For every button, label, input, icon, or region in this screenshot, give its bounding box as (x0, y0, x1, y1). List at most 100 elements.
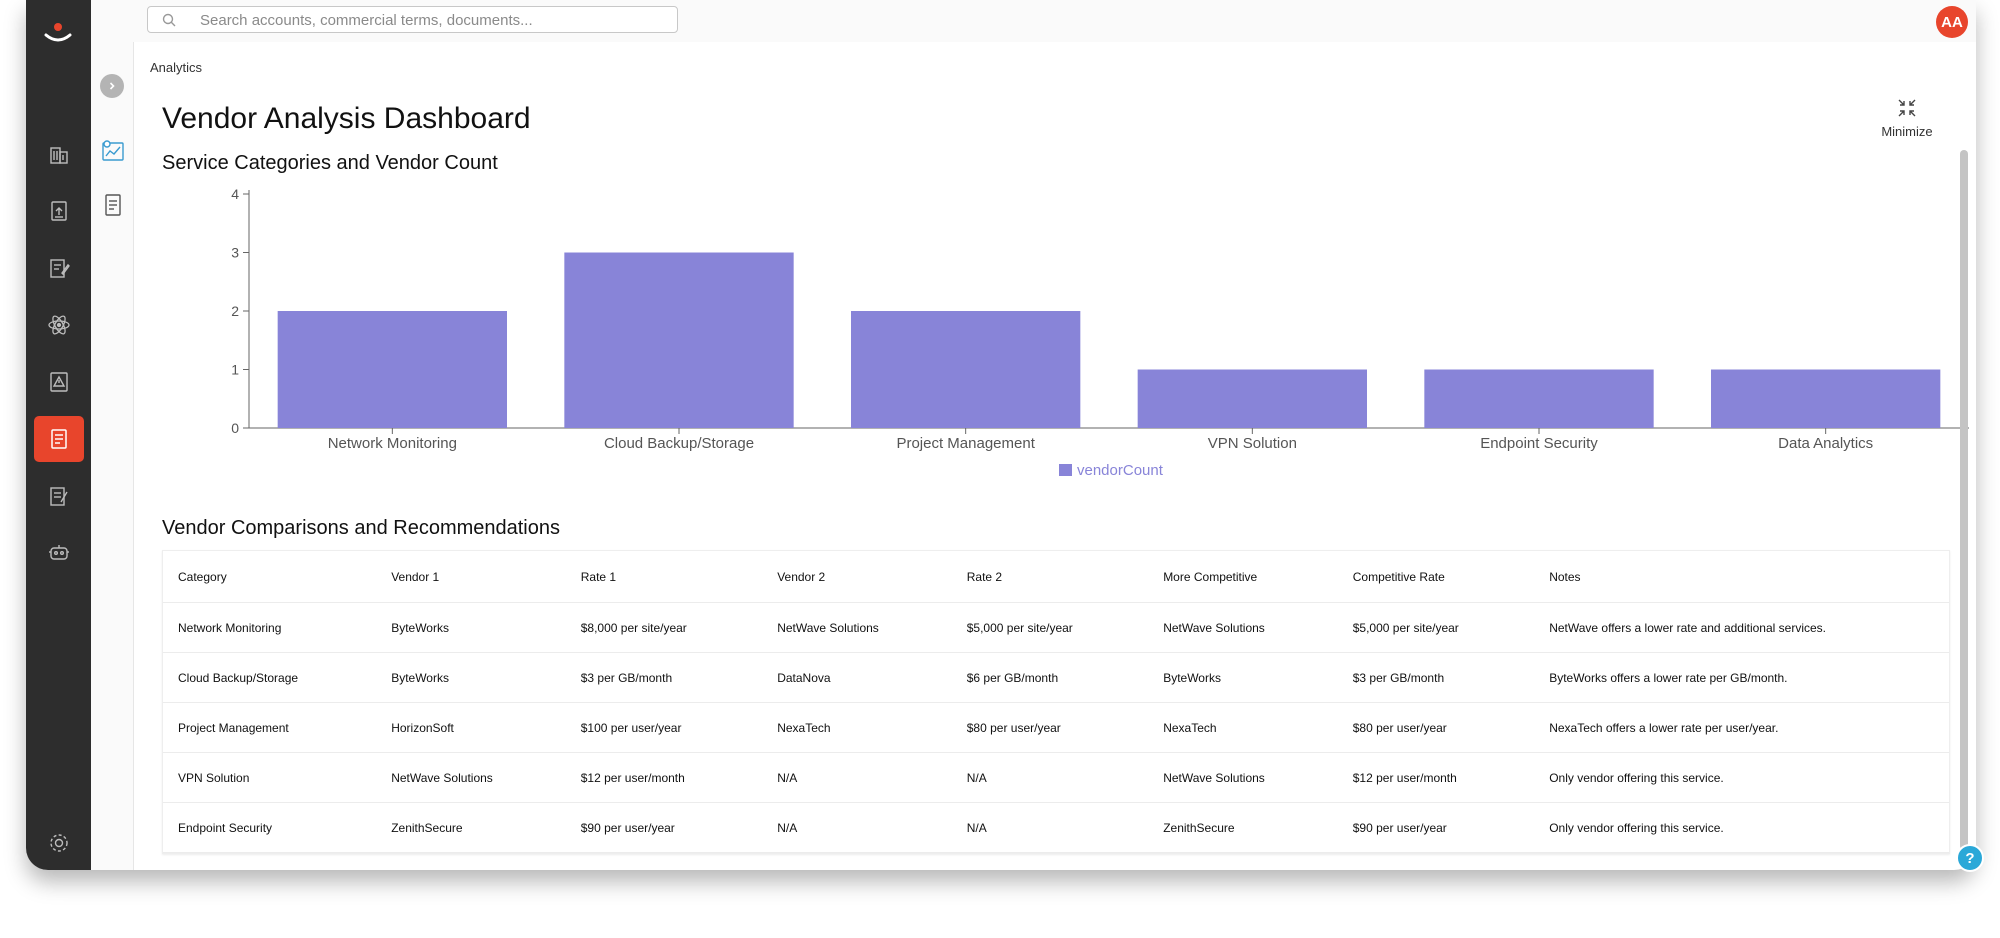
nav-rail (26, 0, 91, 870)
nav-edit-button[interactable] (36, 245, 82, 291)
table-section-title: Vendor Comparisons and Recommendations (162, 517, 560, 539)
column-header: Rate 2 (951, 551, 1149, 603)
page-title: Vendor Analysis Dashboard (162, 102, 531, 135)
bar[interactable] (1424, 369, 1654, 429)
table-row: Project Management HorizonSoft $100 per us… (163, 702, 1949, 753)
table-row: Cloud Backup/Storage ByteWorks $3 per GB/m… (163, 652, 1949, 703)
upload-document-icon (51, 201, 67, 221)
table-cell: N/A (951, 752, 1149, 803)
table-cell: $8,000 per site/year (565, 602, 763, 653)
edit-document-icon (50, 259, 70, 278)
table-cell: Only vendor offering this service. (1534, 802, 1949, 853)
table-cell: $80 per user/year (951, 702, 1149, 753)
column-header: Competitive Rate (1337, 551, 1535, 603)
table-cell: Endpoint Security (163, 802, 377, 853)
table-cell: NetWave Solutions (376, 752, 566, 803)
bar[interactable] (1137, 369, 1367, 429)
bar[interactable] (1711, 369, 1941, 429)
nav-accounts-button[interactable] (36, 131, 82, 177)
nav-risk-button[interactable] (36, 359, 82, 405)
robot-icon (49, 545, 69, 560)
document-icon[interactable] (100, 192, 126, 218)
panel-toggle-button[interactable] (100, 74, 124, 98)
analytics-chart-icon[interactable] (100, 138, 126, 164)
minimize-label: Minimize (1881, 124, 1933, 139)
table-cell: ZenithSecure (376, 802, 566, 853)
column-header: Vendor 2 (762, 551, 952, 603)
top-bar: AA (133, 0, 1976, 42)
nav-ai-button[interactable] (36, 302, 82, 348)
search-input[interactable] (198, 10, 662, 31)
table-cell: DataNova (762, 652, 952, 703)
table-cell: NexaTech (762, 702, 952, 753)
breadcrumb[interactable]: Analytics (150, 60, 203, 75)
table-header-row: Category Vendor 1 Rate 1 Vendor 2 Rate 2 More… (163, 551, 1949, 603)
table-cell: $12 per user/month (565, 752, 763, 803)
legend-swatch (1059, 464, 1072, 476)
secondary-panel (91, 0, 134, 870)
table-row: Endpoint Security ZenithSecure $90 per use… (163, 802, 1949, 853)
table-cell: Project Management (163, 702, 377, 753)
table-cell: ZenithSecure (1148, 802, 1338, 853)
table-cell: ByteWorks (1148, 652, 1338, 703)
table-cell: $90 per user/year (565, 802, 763, 853)
table-cell: ByteWorks (376, 602, 566, 653)
column-header: Notes (1534, 551, 1949, 603)
bar[interactable] (277, 311, 507, 428)
x-tick-label: Network Monitoring (328, 435, 457, 452)
table-cell: Only vendor offering this service. (1534, 752, 1949, 803)
atom-icon (48, 315, 70, 335)
alert-document-icon (50, 372, 68, 392)
x-tick-label: Data Analytics (1778, 435, 1873, 452)
help-button[interactable]: ? (1956, 844, 1984, 872)
table-cell: NetWave Solutions (762, 602, 952, 653)
page-scrollbar[interactable] (1960, 150, 1968, 850)
user-avatar[interactable]: AA (1936, 6, 1968, 38)
minimize-button[interactable]: Minimize (1872, 98, 1942, 139)
vendor-comparison-table: Category Vendor 1 Rate 1 Vendor 2 Rate 2 More… (162, 550, 1950, 854)
legend-label[interactable]: vendorCount (1077, 462, 1164, 479)
table-cell: N/A (762, 752, 952, 803)
table-cell: $5,000 per site/year (951, 602, 1149, 653)
bar[interactable] (851, 311, 1081, 428)
building-icon (50, 147, 68, 164)
table-cell: HorizonSoft (376, 702, 566, 753)
minimize-icon (1898, 99, 1916, 117)
table-cell: N/A (951, 802, 1149, 853)
search-box[interactable] (147, 6, 678, 33)
table-cell: $100 per user/year (565, 702, 763, 753)
chevron-right-icon (109, 82, 115, 90)
checklist-icon (50, 487, 68, 506)
y-tick-label: 3 (231, 245, 239, 261)
nav-upload-button[interactable] (36, 188, 82, 234)
brand-logo-icon[interactable] (38, 18, 78, 48)
table-row: VPN Solution NetWave Solutions $12 per use… (163, 752, 1949, 803)
table-cell: VPN Solution (163, 752, 377, 803)
column-header: Rate 1 (565, 551, 763, 603)
bar[interactable] (564, 252, 794, 429)
search-icon (162, 13, 176, 27)
table-cell: ByteWorks (376, 652, 566, 703)
table-cell: $12 per user/month (1337, 752, 1535, 803)
y-tick-label: 0 (231, 420, 239, 436)
x-tick-label: VPN Solution (1208, 435, 1297, 452)
table-row: Network Monitoring ByteWorks $8,000 per si… (163, 602, 1949, 653)
column-header: Category (163, 551, 377, 603)
nav-assistant-button[interactable] (36, 530, 82, 576)
y-tick-label: 1 (231, 362, 239, 378)
table-cell: NetWave Solutions (1148, 752, 1338, 803)
nav-settings-button[interactable] (36, 820, 82, 866)
column-header: More Competitive (1148, 551, 1338, 603)
table-cell: NetWave Solutions (1148, 602, 1338, 653)
table-cell: $90 per user/year (1337, 802, 1535, 853)
table-cell: Network Monitoring (163, 602, 377, 653)
nav-review-button[interactable] (36, 473, 82, 519)
app-window: AA Analytics Vendor Analysis Dashboard M… (26, 0, 1976, 870)
settings-icon (50, 834, 68, 852)
table-cell: NexaTech offers a lower rate per user/ye… (1534, 702, 1949, 753)
column-header: Vendor 1 (376, 551, 566, 603)
table-cell: Cloud Backup/Storage (163, 652, 377, 703)
x-tick-label: Project Management (896, 435, 1035, 452)
nav-analytics-button[interactable] (34, 416, 84, 462)
table-cell: $80 per user/year (1337, 702, 1535, 753)
